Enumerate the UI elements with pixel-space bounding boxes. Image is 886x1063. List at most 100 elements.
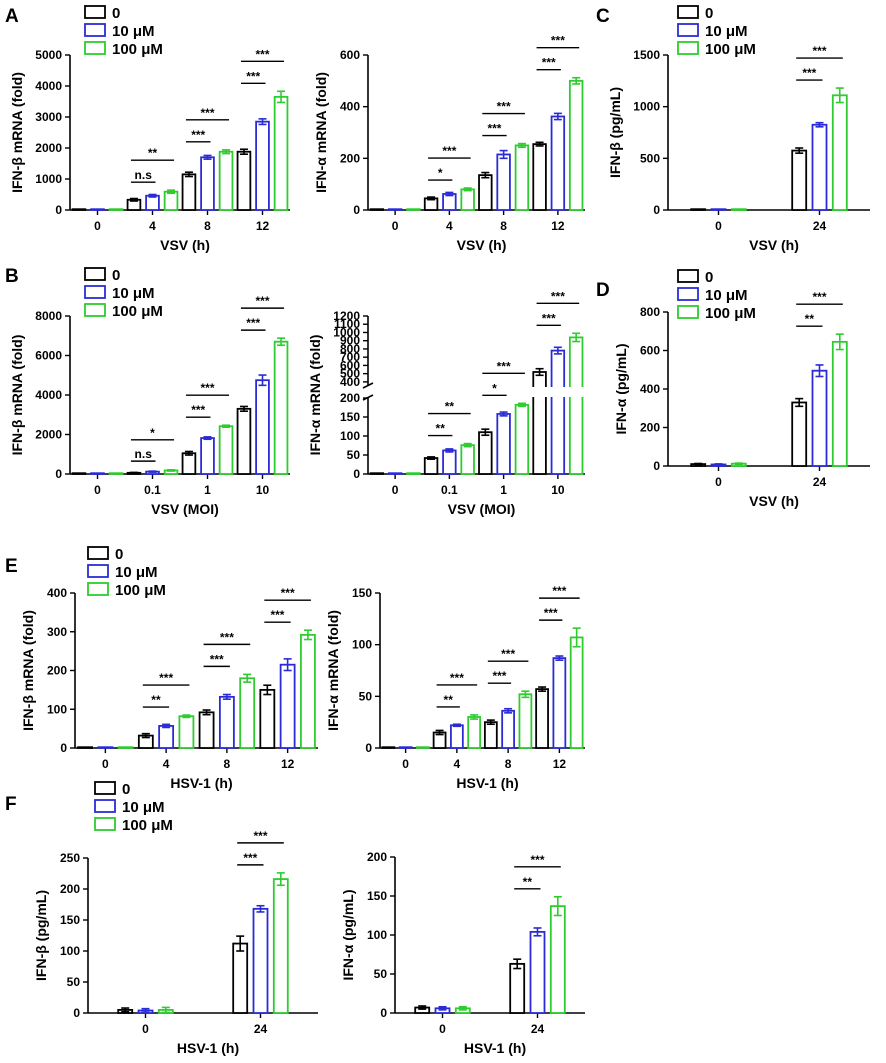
y-tick-label: 800 [340, 342, 360, 356]
bar-B1-3-2 [273, 340, 289, 475]
y-tick-label: 0 [353, 467, 360, 481]
x-tick-label: 1 [204, 483, 211, 497]
bar-E2-3-0 [535, 688, 549, 749]
y-tick-label: 50 [67, 975, 81, 989]
significance-label: * [492, 381, 497, 395]
significance-label: *** [552, 584, 566, 598]
y-tick-label: 2000 [35, 141, 62, 155]
y-axis-title: IFN-β mRNA (fold) [9, 72, 25, 193]
bar-C-1-2 [831, 94, 848, 211]
legend-label: 0 [112, 5, 120, 22]
x-axis-title: HSV-1 (h) [464, 1040, 526, 1056]
bar-break-gap [531, 387, 548, 397]
y-tick-label: 50 [359, 689, 373, 703]
x-tick-label: 4 [446, 219, 453, 233]
y-tick-label: 150 [367, 889, 387, 903]
significance-label: * [150, 426, 155, 440]
x-axis-title: VSV (h) [160, 237, 210, 253]
x-tick-label: 12 [281, 757, 295, 771]
legend-swatch [677, 269, 699, 283]
bar-A1-0-2 [108, 208, 124, 211]
y-axis-title: IFN-β (pg/mL) [33, 890, 49, 981]
y-axis-title: IFN-α (pg/mL) [613, 343, 629, 434]
y-tick-label: 200 [640, 421, 660, 435]
significance-label: *** [802, 66, 816, 80]
x-tick-label: 8 [500, 219, 507, 233]
bar-E2-3-1 [552, 657, 567, 749]
legend-label: 0 [705, 5, 713, 22]
legend-swatch [87, 546, 109, 560]
bar-E2-2-1 [501, 709, 515, 749]
significance-label: n.s [135, 168, 153, 182]
bar-E1-3-0 [259, 688, 276, 749]
y-tick-label: 200 [47, 664, 67, 678]
significance-label: *** [191, 403, 205, 417]
legend-swatch [677, 41, 699, 55]
y-tick-label: 200 [367, 850, 387, 864]
significance-label: *** [246, 69, 260, 83]
bar-A2-0-1 [387, 208, 403, 211]
legend-swatch [677, 287, 699, 301]
bar-F2-1-2 [549, 905, 566, 1014]
significance-label: ** [148, 146, 158, 160]
significance-label: *** [542, 311, 556, 325]
significance-label: n.s [135, 447, 153, 461]
significance-label: *** [253, 829, 267, 843]
chart-panel-B2: 0501001502004005006007008009001000110012… [307, 289, 585, 517]
significance-label: *** [551, 289, 565, 303]
bar-A1-3-2 [273, 95, 289, 211]
y-tick-label: 500 [640, 151, 660, 165]
bar-B2-0-1 [387, 472, 403, 475]
significance-label: *** [544, 606, 558, 620]
bar-E1-2-1 [218, 695, 235, 749]
bar-A2-3-0 [532, 143, 547, 211]
y-tick-label: 100 [367, 928, 387, 942]
bar-B1-2-2 [218, 425, 234, 475]
legend-label: 100 μM [112, 41, 163, 58]
y-tick-label: 600 [640, 344, 660, 358]
x-tick-label: 0 [439, 1022, 446, 1036]
y-tick-label: 200 [340, 151, 360, 165]
bar-E2-2-0 [483, 721, 498, 749]
legend-label: 0 [115, 546, 123, 563]
significance-label: ** [445, 400, 455, 414]
x-tick-label: 0.1 [441, 483, 458, 497]
y-tick-label: 100 [352, 638, 372, 652]
x-tick-label: 24 [813, 475, 827, 489]
panel-label: C [596, 6, 610, 27]
significance-label: *** [812, 44, 826, 58]
bar-E1-2-2 [239, 677, 256, 749]
y-axis-title: IFN-α mRNA (fold) [313, 72, 329, 193]
legend-swatch [677, 23, 699, 37]
significance-label: *** [497, 359, 511, 373]
significance-label: *** [530, 853, 544, 867]
y-tick-label: 400 [640, 382, 660, 396]
bar-break-gap [549, 387, 567, 397]
y-tick-label: 8000 [35, 309, 62, 323]
y-tick-label: 100 [60, 944, 80, 958]
bar-E2-0-1 [398, 746, 413, 749]
legend-label: 0 [705, 269, 713, 286]
panel-label: A [5, 6, 19, 27]
x-axis-title: HSV-1 (h) [170, 775, 232, 791]
bar-E2-1-1 [450, 724, 464, 749]
y-tick-label: 1500 [633, 48, 660, 62]
x-tick-label: 0 [94, 483, 101, 497]
x-tick-label: 0 [392, 219, 399, 233]
x-tick-label: 0 [715, 475, 722, 489]
legend-swatch [84, 5, 106, 19]
legend-swatch [84, 267, 106, 281]
x-tick-label: 12 [553, 757, 567, 771]
significance-label: *** [200, 381, 214, 395]
bar-B1-0-2 [108, 472, 124, 475]
x-axis-title: VSV (h) [457, 237, 507, 253]
x-axis-title: VSV (MOI) [448, 501, 516, 517]
bar-A1-0-1 [90, 208, 105, 211]
bar-D-1-1 [811, 369, 828, 467]
y-tick-label: 0 [653, 459, 660, 473]
x-tick-label: 24 [254, 1022, 268, 1036]
